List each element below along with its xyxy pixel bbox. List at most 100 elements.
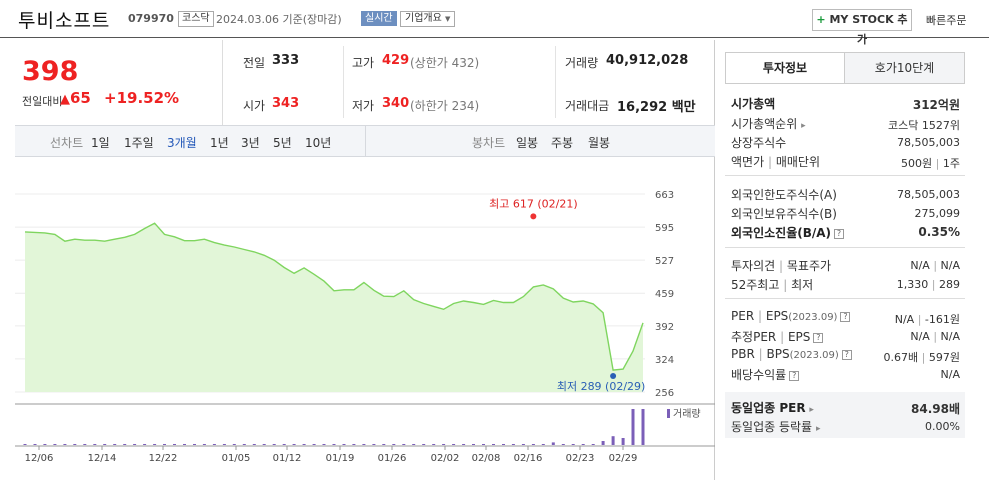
help-icon[interactable]: ?: [834, 229, 845, 239]
period-3m[interactable]: 3개월: [167, 136, 197, 150]
volume-bar: [531, 444, 535, 445]
volume-bar: [282, 444, 286, 445]
mcap-rank-label: 시가총액순위: [731, 117, 798, 131]
amount-number: 16,292: [617, 100, 668, 115]
industry-box: [725, 392, 965, 438]
x-tick-label: 01/05: [222, 453, 251, 464]
help-icon[interactable]: ?: [813, 333, 824, 343]
foreign-ratio-label: 외국인소진율(B/A)?: [731, 224, 845, 241]
realtime-button[interactable]: 실시간: [361, 11, 397, 26]
est-per-text: 추정PER: [731, 330, 777, 344]
prev-close-label: 전일: [243, 56, 266, 70]
x-tick-label: 12/06: [25, 453, 54, 464]
open-value: 343: [272, 96, 300, 111]
volume-bar: [482, 444, 485, 445]
volume-bar: [422, 444, 426, 445]
y-tick-label: 256: [655, 388, 674, 399]
volume-bar: [43, 444, 47, 445]
industry-rate-value: 0.00%: [925, 420, 960, 433]
help-icon[interactable]: ?: [840, 312, 851, 322]
volume-bar: [432, 444, 436, 445]
candle-daily[interactable]: 일봉: [516, 136, 539, 150]
y-tick-label: 459: [655, 289, 674, 300]
y-tick-label: 324: [655, 355, 674, 366]
corp-info-dropdown[interactable]: 기업개요 ▼: [400, 11, 456, 27]
foreign-limit-label: 외국인한도주식수(A): [731, 188, 837, 202]
volume-bar: [611, 436, 615, 445]
volume-bar: [113, 444, 117, 445]
open-label: 시가: [243, 99, 266, 113]
volume-bar: [631, 409, 635, 445]
volume-bar: [412, 444, 416, 445]
info-divider: [725, 247, 965, 248]
volume-bar: [262, 444, 266, 445]
volume-bar: [402, 444, 406, 445]
period-1y[interactable]: 1년: [210, 136, 229, 150]
per-separator: |: [757, 309, 763, 323]
volume-bar: [123, 444, 127, 445]
period-1w[interactable]: 1주일: [124, 136, 154, 150]
change-label: 전일대비: [22, 95, 63, 108]
volume-value: 40,912,028: [606, 53, 689, 68]
pbr-label: PBR: [731, 347, 755, 361]
help-icon[interactable]: ?: [789, 371, 800, 381]
trade-unit-label: 매매단위: [775, 155, 820, 169]
volume-bar: [392, 444, 396, 445]
help-icon[interactable]: ?: [841, 350, 852, 360]
x-tick-label: 01/26: [378, 453, 407, 464]
volume-bar: [472, 444, 475, 445]
div-value: N/A: [940, 368, 960, 381]
per-eps-value: N/A | -161원: [895, 311, 960, 327]
tab-orderbook[interactable]: 호가10단계: [844, 53, 964, 83]
volume-bar: [73, 444, 77, 445]
volume-bar: [242, 444, 246, 445]
industry-rate-link[interactable]: 동일업종 등락률 ▸: [731, 418, 820, 435]
volume-bar: [571, 444, 575, 445]
low-label: 저가: [352, 99, 375, 113]
par-separator: |: [767, 155, 772, 169]
period-5y[interactable]: 5년: [273, 136, 292, 150]
x-tick-label: 01/19: [326, 453, 355, 464]
period-10y[interactable]: 10년: [305, 136, 332, 150]
period-1d[interactable]: 1일: [91, 136, 110, 150]
mystock-add-button[interactable]: + MY STOCK 추가: [812, 9, 912, 46]
volume-bar: [183, 444, 186, 445]
high-annotation: 최고 617 (02/21): [489, 197, 578, 210]
wk52-high-value: 1,330: [896, 278, 929, 291]
volume-bar: [621, 438, 625, 445]
foreign-ratio-value: 0.35%: [918, 225, 960, 239]
x-tick-label: 02/02: [431, 453, 460, 464]
tab-investment-info[interactable]: 투자정보: [726, 53, 844, 83]
chevron-right-icon: ▸: [815, 424, 821, 434]
volume-bar: [591, 444, 595, 445]
x-tick-label: 01/12: [273, 453, 302, 464]
price-line: [24, 222, 644, 371]
opinion-value-separator: |: [933, 259, 938, 272]
stock-code: 079970: [128, 12, 174, 25]
period-3y[interactable]: 3년: [241, 136, 260, 150]
est-per-separator: |: [780, 330, 785, 344]
quote-divider: [343, 46, 344, 118]
y-tick-label: 595: [655, 223, 674, 234]
industry-per-value: 84.98배: [911, 402, 960, 416]
volume-bar: [372, 444, 376, 445]
info-divider: [725, 298, 965, 299]
par-value: 500원: [901, 157, 933, 170]
volume-bar: [23, 444, 27, 445]
industry-per-label: 동일업종 PER: [731, 401, 806, 415]
wk52-low-label: 최저: [791, 278, 814, 292]
quick-order-link[interactable]: 빠른주문: [926, 14, 967, 27]
mcap-rank-link[interactable]: 시가총액순위 ▸: [731, 115, 806, 132]
candle-monthly[interactable]: 월봉: [588, 136, 611, 150]
industry-per-link[interactable]: 동일업종 PER ▸: [731, 399, 814, 416]
mcap-label-text: 시가총액: [731, 97, 776, 111]
wk52-value-separator: |: [931, 278, 936, 291]
low-marker: [610, 372, 617, 379]
per-label: PER: [731, 309, 755, 323]
per-value: N/A: [894, 313, 915, 326]
candle-weekly[interactable]: 주봉: [551, 136, 574, 150]
volume-bar: [193, 444, 196, 445]
volume-bar: [521, 444, 525, 445]
period-divider: [365, 126, 366, 156]
lower-limit: (하한가 234): [410, 99, 480, 113]
